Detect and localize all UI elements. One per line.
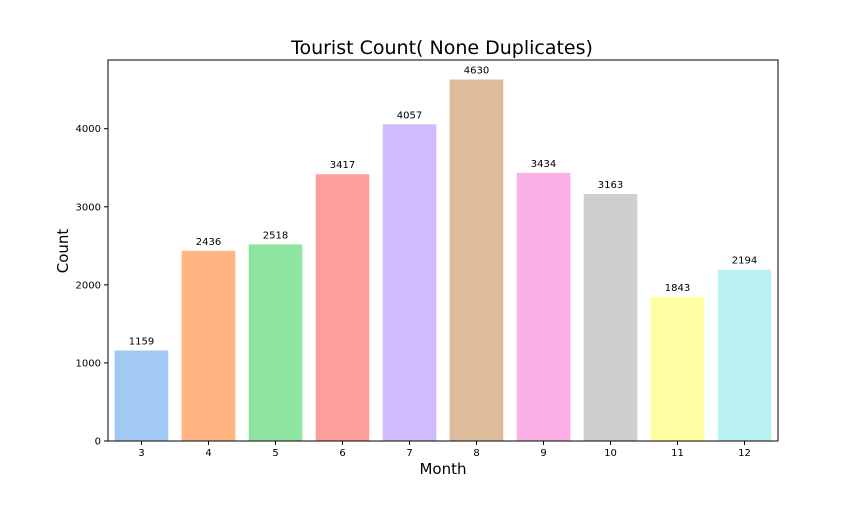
value-label-month-10: 3163	[598, 180, 623, 191]
value-label-month-7: 4057	[397, 110, 422, 121]
y-tick-label-3000: 3000	[76, 202, 101, 213]
x-tick-label-8: 8	[473, 448, 479, 459]
x-tick-label-5: 5	[272, 448, 278, 459]
x-tick-label-12: 12	[738, 448, 751, 459]
y-axis-ticks: 0 1000 2000 3000 4000	[76, 124, 108, 448]
bar-month-8	[449, 79, 504, 442]
y-tick-label-2000: 2000	[76, 280, 101, 291]
x-tick-label-7: 7	[406, 448, 412, 459]
bar-month-10	[583, 194, 638, 441]
value-label-month-3: 1159	[129, 337, 154, 348]
y-tick-label-4000: 4000	[76, 124, 101, 135]
bar-month-7	[382, 124, 437, 441]
value-label-month-5: 2518	[263, 230, 288, 241]
y-axis-label: Count	[54, 229, 72, 274]
value-label-month-12: 2194	[732, 256, 757, 267]
x-tick-label-3: 3	[138, 448, 144, 459]
bar-month-12	[717, 269, 772, 441]
bar-month-9	[516, 172, 571, 441]
value-labels-layer: 1159 2436 2518 3417 4057 4630 3434 3163 1843 2194	[129, 66, 757, 348]
bar-month-11	[650, 297, 705, 441]
x-tick-label-4: 4	[205, 448, 211, 459]
x-tick-label-9: 9	[540, 448, 546, 459]
plot-area-frame	[107, 59, 779, 442]
x-axis-label: Month	[419, 460, 466, 478]
bar-month-4	[181, 250, 236, 441]
y-tick-label-1000: 1000	[76, 358, 101, 369]
y-tick-label-0: 0	[95, 437, 101, 448]
x-tick-label-10: 10	[604, 448, 617, 459]
bar-month-5	[248, 244, 303, 441]
x-tick-label-11: 11	[671, 448, 684, 459]
x-tick-label-6: 6	[339, 448, 345, 459]
bars-layer	[114, 79, 772, 442]
value-label-month-9: 3434	[531, 159, 556, 170]
bar-month-3	[114, 350, 169, 441]
value-label-month-8: 4630	[464, 66, 489, 77]
bar-month-6	[315, 174, 370, 441]
value-label-month-4: 2436	[196, 237, 221, 248]
x-axis-ticks: 3 4 5 6 7 8 9 10 11 12	[138, 441, 751, 459]
value-label-month-11: 1843	[665, 283, 690, 294]
value-label-month-6: 3417	[330, 160, 355, 171]
chart-title: Tourist Count( None Duplicates)	[290, 37, 593, 59]
